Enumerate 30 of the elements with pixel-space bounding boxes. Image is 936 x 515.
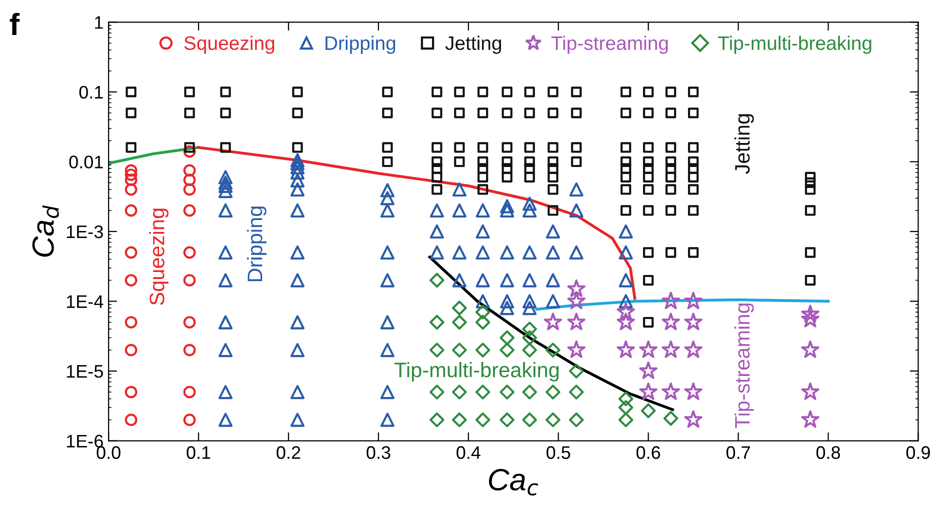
annotation: Squeezing [149,208,168,305]
x-tick-label: 0.9 [906,446,930,459]
legend-label: Tip-streaming [551,36,668,54]
y-tick-label: 1E-4 [66,295,104,308]
x-tick-label: 0.7 [726,446,750,459]
y-tick-label: 1E-5 [66,365,103,378]
x-axis-title: Ca$_{c}$ [488,468,538,496]
annotation: Dripping [247,206,266,282]
y-tick-label: 0.1 [79,86,103,99]
y-axis-title: Ca$_{d}$ [32,205,59,257]
x-tick-label: 0.5 [546,446,570,459]
legend-label: Dripping [326,36,396,54]
x-tick-label: 0.1 [186,446,210,459]
y-tick-label: 1 [95,16,103,29]
y-tick-label: 1E-3 [66,225,103,238]
legend-label: Squeezing [184,36,274,54]
x-tick-label: 0.6 [636,446,660,459]
x-tick-label: 0.0 [96,446,120,459]
annotation: Tip-multi-breaking [394,362,559,382]
y-tick-label: 0.01 [69,156,103,168]
y-tick-label: 1E-6 [66,434,103,448]
x-tick-label: 0.4 [456,446,480,459]
x-tick-label: 0.3 [366,446,390,459]
legend-label: Jetting [445,36,502,54]
annotation: Tip-streaming [734,304,754,428]
legend-label: Tip-multi-breaking [718,36,872,54]
x-tick-label: 0.2 [276,446,300,459]
x-tick-label: 0.8 [816,446,840,459]
annotation: Jetting [734,114,754,174]
chart-title: f [10,12,20,36]
